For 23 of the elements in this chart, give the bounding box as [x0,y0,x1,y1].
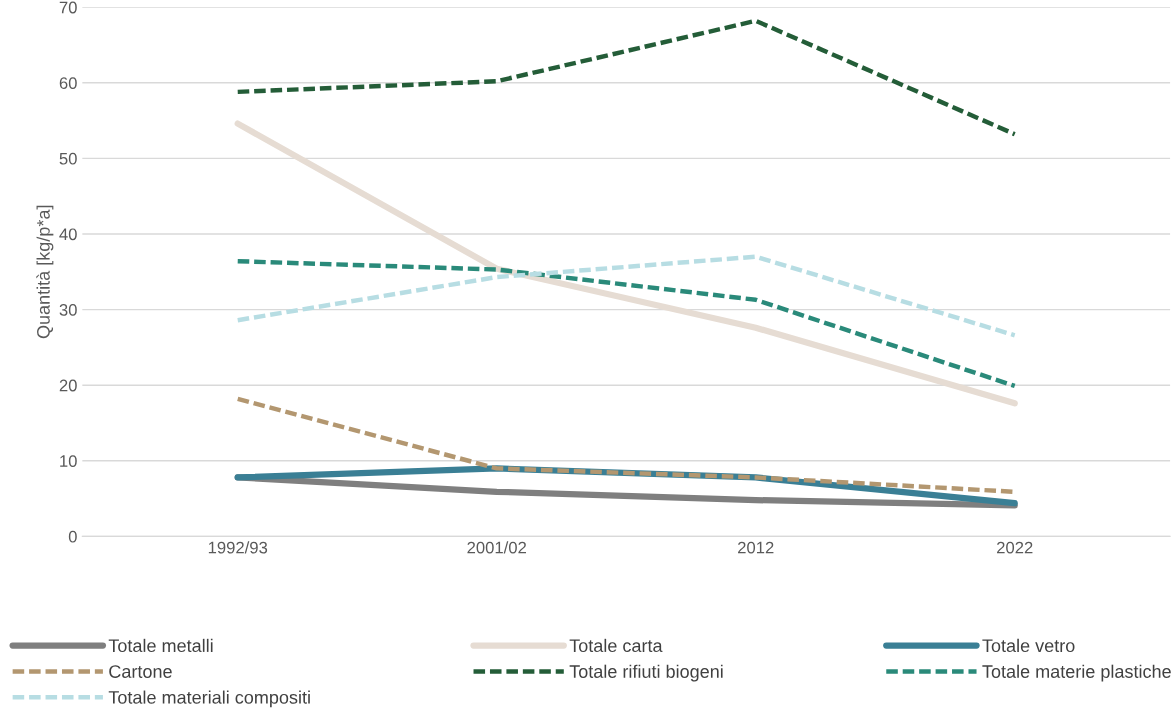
x-tick-label: 1992/93 [208,541,268,554]
y-tick-label: 10 [60,455,77,467]
line-series [235,259,1017,389]
y-tick-label: 30 [59,304,77,316]
line-series [235,18,1017,137]
legend-label: Totale materie plastiche [982,664,1171,682]
y-tick-label: 50 [59,152,77,165]
x-tick-label: 2022 [997,541,1033,554]
y-tick-label: 60 [59,77,77,89]
y-tick-label: 20 [59,379,77,392]
line-series [235,254,1017,338]
legend-label: Totale metalli [108,638,213,653]
x-tick-label: 2012 [738,541,774,554]
y-tick-label: 70 [59,1,77,14]
x-tick-label: 2001/02 [467,541,527,554]
legend-label: Totale carta [569,638,663,653]
legend-label: Totale materiali compositi [108,690,310,708]
y-tick-label: 40 [59,228,77,241]
legend-label: Totale vetro [982,638,1075,653]
legend-label: Cartone [109,665,172,678]
legend-label: Totale rifiuti biogeni [569,664,723,682]
y-axis-title: Quantità [kg/p*a] [36,205,54,339]
y-tick-label: 0 [68,530,77,543]
